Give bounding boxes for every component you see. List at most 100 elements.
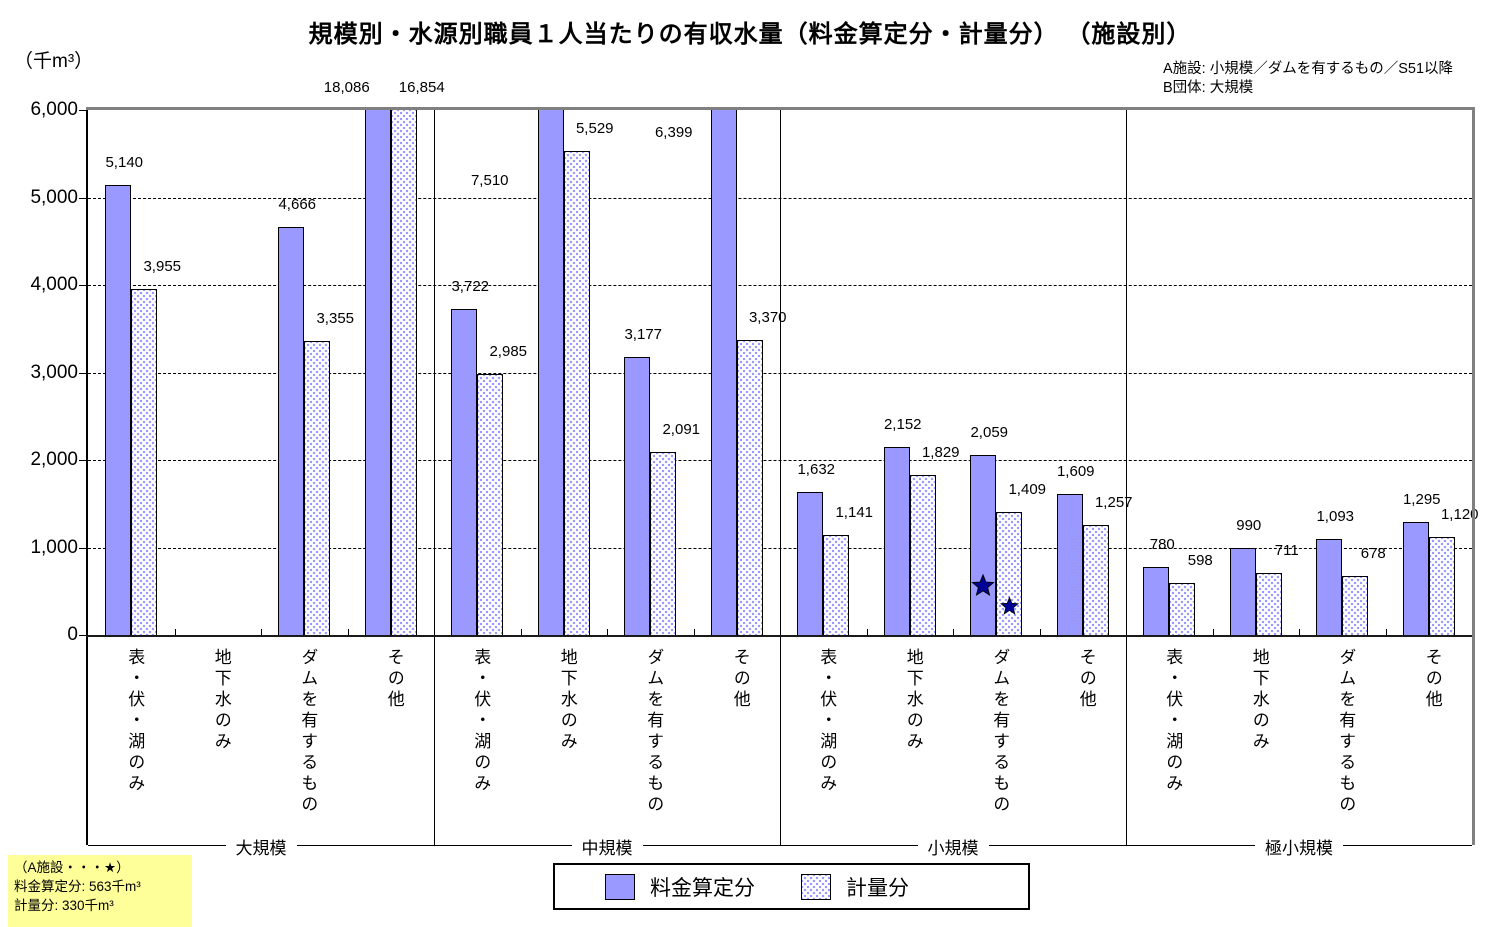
y-axis-tick-label: 2,000	[30, 449, 78, 470]
bar-value-label: 598	[1187, 551, 1213, 569]
category-tick-mark	[347, 629, 349, 635]
bar-value-label: 4,666	[278, 195, 317, 213]
bar-metered	[823, 535, 850, 635]
star-marker-metered	[999, 596, 1020, 617]
bar-metered	[477, 373, 504, 635]
category-tick-mark	[607, 629, 608, 635]
bar-value-label: 2,059	[970, 423, 1009, 441]
group-label-text: 中規模	[571, 839, 643, 858]
chart-legend: 料金算定分 計量分	[553, 863, 1030, 910]
bar-value-label: 2,152	[883, 415, 922, 433]
bar-fee	[364, 110, 391, 635]
bar-fee	[1402, 521, 1429, 635]
bar-fee	[624, 357, 651, 635]
category-tick-mark	[693, 629, 695, 635]
category-label: 表・伏・湖のみ	[817, 648, 837, 795]
bar-fee	[1316, 539, 1343, 635]
bar-metered	[650, 452, 677, 635]
y-axis-tick-mark	[79, 110, 86, 111]
y-axis-tick-label: 6,000	[30, 99, 78, 120]
bar-value-label: 3,355	[316, 310, 355, 328]
y-axis-tick-label: 4,000	[30, 274, 78, 295]
chart-title: 規模別・水源別職員１人当たりの有収水量（料金算定分・計量分） （施設別）	[308, 21, 1192, 48]
fee-swatch-icon	[605, 873, 635, 900]
bar-value-label: 711	[1274, 541, 1299, 559]
plot-top-border	[86, 107, 1475, 110]
bar-metered	[1082, 525, 1109, 635]
group-label: 小規模	[853, 834, 1053, 859]
bar-fee	[278, 226, 305, 635]
category-label: 地下水のみ	[903, 648, 923, 753]
metered-swatch-icon	[801, 873, 831, 900]
category-tick-mark	[1299, 629, 1300, 635]
bar-value-label: 1,632	[797, 461, 836, 479]
bar-fee	[710, 110, 737, 635]
category-label: ダムを有するもの	[990, 648, 1010, 816]
bar-metered	[996, 511, 1023, 635]
bar-metered	[131, 288, 158, 635]
bar-value-label: 1,829	[921, 443, 960, 461]
group-separator-line	[780, 110, 781, 845]
category-label: 表・伏・湖のみ	[125, 648, 145, 795]
star-marker-fee	[970, 573, 996, 599]
y-axis-tick-mark	[79, 635, 86, 636]
bar-value-label: 1,609	[1056, 463, 1095, 481]
category-label: ダムを有するもの	[1336, 648, 1356, 816]
bar-value-label: 16,854	[398, 79, 445, 96]
legend-metered-label: 計量分	[846, 876, 909, 900]
category-label: その他	[384, 648, 404, 711]
group-separator-line	[434, 110, 435, 845]
bar-value-label: 2,985	[489, 342, 528, 360]
category-label: その他	[1076, 648, 1096, 711]
category-tick-mark	[520, 629, 522, 635]
bar-value-label: 6,399	[654, 124, 693, 141]
bar-value-label: 1,295	[1402, 490, 1441, 508]
bar-value-label: 3,177	[624, 326, 663, 343]
note-line-2: 料金算定分: 563千m³	[14, 879, 141, 894]
bar-value-label: 5,140	[105, 154, 144, 172]
bar-value-label: 1,141	[835, 504, 874, 522]
y-axis-tick-label: 1,000	[30, 536, 78, 558]
bar-metered	[1428, 537, 1455, 635]
y-axis-tick-mark	[79, 460, 86, 461]
category-label: 地下水のみ	[211, 648, 231, 753]
bar-value-label: 678	[1360, 544, 1386, 562]
group-label-text: 小規模	[917, 839, 989, 858]
group-label: 極小規模	[1199, 834, 1399, 859]
category-tick-mark	[866, 629, 868, 635]
y-axis-tick-mark	[79, 285, 86, 286]
y-axis-unit-label: （千m³）	[14, 51, 94, 72]
category-tick-mark	[1212, 629, 1214, 635]
bar-fee	[883, 446, 910, 635]
category-label: ダムを有するもの	[644, 648, 664, 816]
legend-fee-label: 料金算定分	[650, 876, 755, 900]
y-axis-tick-mark	[79, 547, 86, 549]
category-tick-mark	[261, 629, 262, 635]
bar-value-label: 990	[1236, 517, 1262, 535]
bar-value-label: 3,722	[451, 278, 490, 296]
annotation-org-b: B団体: 大規模	[1163, 80, 1254, 96]
category-label: ダムを有するもの	[298, 648, 318, 816]
category-tick-mark	[953, 629, 954, 635]
bar-value-label: 18,086	[323, 79, 370, 96]
bar-metered	[1342, 575, 1369, 635]
annotation-facility-a: A施設: 小規模／ダムを有するもの／S51以降	[1163, 61, 1454, 77]
facility-a-note-box: （A施設・・・★） 料金算定分: 563千m³ 計量分: 330千m³	[8, 855, 192, 927]
bar-value-label: 2,091	[662, 421, 701, 439]
bar-metered	[1169, 582, 1196, 635]
bar-fee	[1056, 494, 1083, 635]
bar-value-label: 780	[1149, 535, 1175, 553]
category-label: その他	[1422, 648, 1442, 711]
legend-item-fee: 料金算定分	[605, 872, 755, 902]
legend-item-metered: 計量分	[801, 872, 909, 902]
bar-metered	[736, 340, 763, 635]
plot-right-border	[1472, 107, 1475, 845]
bar-metered	[909, 474, 936, 635]
bar-fee	[970, 454, 997, 635]
category-label: 表・伏・湖のみ	[1163, 648, 1183, 795]
bar-value-label: 5,529	[575, 120, 614, 138]
category-tick-mark	[174, 629, 176, 635]
category-tick-mark	[1039, 629, 1041, 635]
